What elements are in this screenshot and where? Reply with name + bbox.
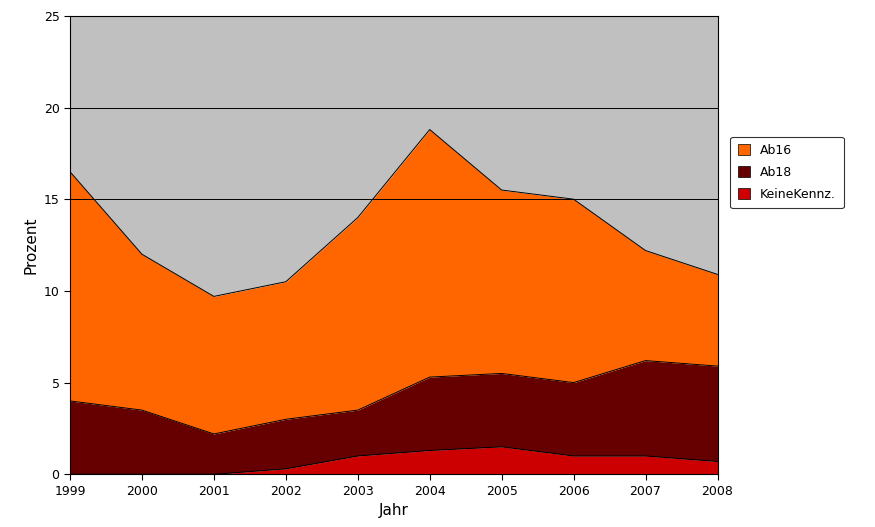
- Y-axis label: Prozent: Prozent: [23, 216, 38, 274]
- Legend: Ab16, Ab18, KeineKennz.: Ab16, Ab18, KeineKennz.: [731, 136, 844, 208]
- X-axis label: Jahr: Jahr: [379, 503, 409, 518]
